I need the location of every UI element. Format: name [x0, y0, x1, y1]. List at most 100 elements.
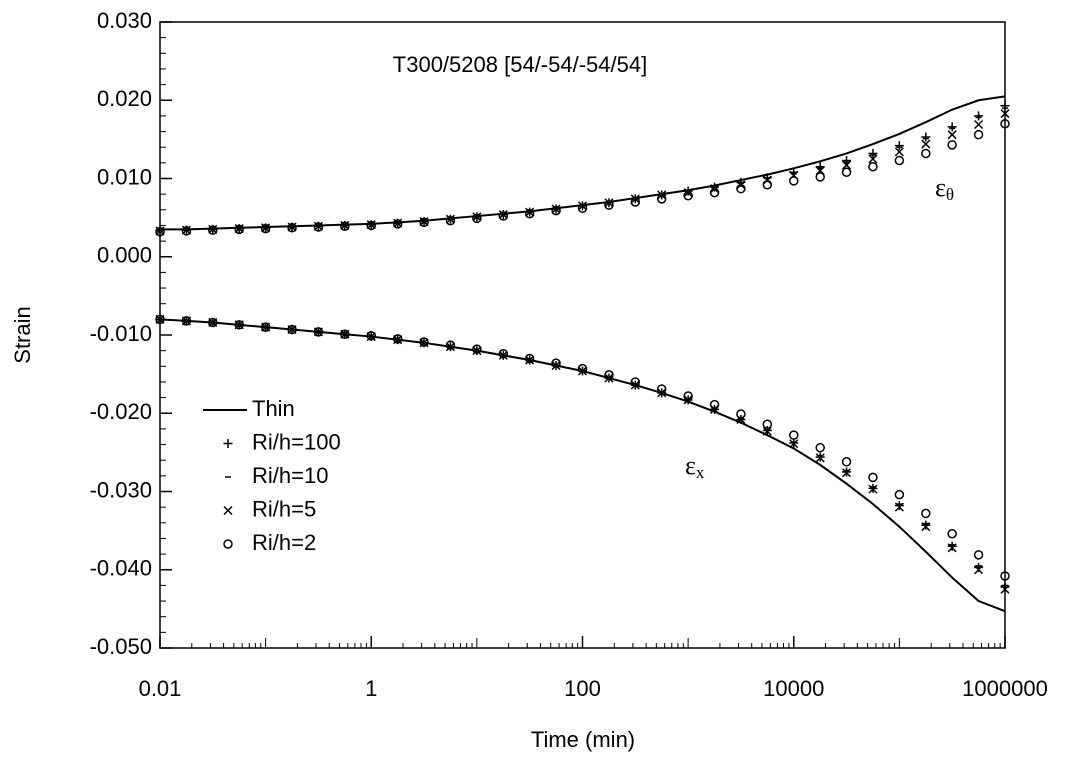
marker [604, 198, 614, 208]
marker [551, 204, 561, 214]
marker-stroke [287, 223, 297, 233]
y-tick-label: 0.000 [97, 243, 152, 268]
marker-stroke [974, 565, 984, 575]
marker-stroke [472, 344, 482, 354]
annotation-symbol: ε [685, 451, 696, 480]
marker [445, 340, 456, 350]
marker [498, 350, 508, 360]
marker [313, 327, 324, 337]
marker-stroke [260, 223, 271, 234]
marker-stroke [762, 180, 773, 190]
marker-stroke [181, 226, 192, 236]
y-tick-label: -0.040 [90, 556, 152, 581]
marker [1000, 101, 1010, 111]
marker-stroke [551, 360, 561, 371]
y-tick-label: -0.010 [90, 321, 152, 346]
marker [234, 224, 244, 235]
marker-stroke [472, 213, 482, 224]
marker [1000, 109, 1010, 119]
marker [894, 147, 904, 157]
marker [577, 201, 588, 211]
legend-label: Ri/h=100 [252, 429, 341, 454]
marker [841, 160, 852, 170]
marker-stroke [762, 419, 773, 429]
marker-stroke [947, 130, 957, 140]
marker [815, 172, 825, 182]
marker [973, 550, 984, 560]
marker [1000, 118, 1010, 129]
marker [524, 208, 535, 219]
marker-stroke [155, 226, 165, 237]
y-tick-label: -0.020 [90, 399, 152, 424]
legend-label: Thin [252, 396, 295, 421]
marker-stroke [340, 329, 350, 339]
marker [789, 176, 799, 186]
marker [947, 122, 957, 132]
marker-stroke [736, 183, 746, 194]
marker-stroke [815, 453, 825, 463]
marker [974, 119, 984, 130]
marker [445, 214, 455, 224]
marker [181, 316, 192, 326]
marker [762, 419, 773, 429]
marker [921, 148, 931, 159]
marker-stroke [947, 140, 957, 150]
marker [392, 334, 403, 344]
marker [551, 360, 561, 371]
x-tick-label: 1000000 [962, 676, 1048, 701]
marker-stroke [762, 426, 772, 436]
marker-stroke [223, 539, 233, 549]
marker-stroke [894, 147, 904, 157]
marker-stroke [630, 194, 640, 204]
marker-stroke [155, 314, 165, 325]
marker-stroke [604, 373, 614, 383]
marker [340, 221, 350, 231]
marker-stroke [683, 188, 693, 198]
marker-stroke [604, 200, 614, 210]
marker-stroke [577, 203, 588, 213]
marker [973, 129, 984, 140]
y-tick-label: 0.030 [97, 8, 152, 33]
marker-stroke [287, 324, 297, 335]
marker-stroke [841, 160, 852, 170]
marker-stroke [498, 350, 508, 360]
marker [921, 132, 931, 142]
marker-stroke [551, 204, 561, 214]
marker-stroke [1000, 571, 1010, 581]
marker-stroke [789, 176, 799, 186]
marker [366, 220, 376, 231]
marker [894, 501, 904, 511]
marker [419, 337, 429, 347]
marker-stroke [630, 380, 640, 390]
marker-stroke [683, 190, 693, 201]
marker-stroke [973, 550, 984, 560]
marker [710, 182, 720, 192]
marker [155, 226, 165, 237]
marker [630, 197, 641, 207]
marker-stroke [260, 322, 271, 332]
marker-stroke [234, 320, 244, 330]
marker-stroke [841, 457, 852, 467]
annotation: εθ [935, 173, 954, 204]
marker [551, 358, 561, 368]
marker [260, 322, 271, 332]
marker-stroke [498, 349, 509, 359]
marker [1000, 571, 1010, 581]
marker-stroke [498, 211, 509, 221]
marker-stroke [340, 221, 350, 231]
marker [683, 188, 693, 198]
marker [525, 207, 535, 217]
marker [921, 139, 931, 149]
marker [577, 366, 588, 376]
marker-stroke [630, 197, 641, 207]
marker [234, 320, 244, 330]
marker [472, 213, 482, 224]
marker-stroke [894, 489, 905, 500]
marker [789, 439, 799, 449]
marker-stroke [366, 220, 376, 231]
marker [181, 226, 192, 236]
marker [472, 344, 482, 354]
marker [604, 373, 614, 383]
marker-stroke [208, 317, 218, 328]
